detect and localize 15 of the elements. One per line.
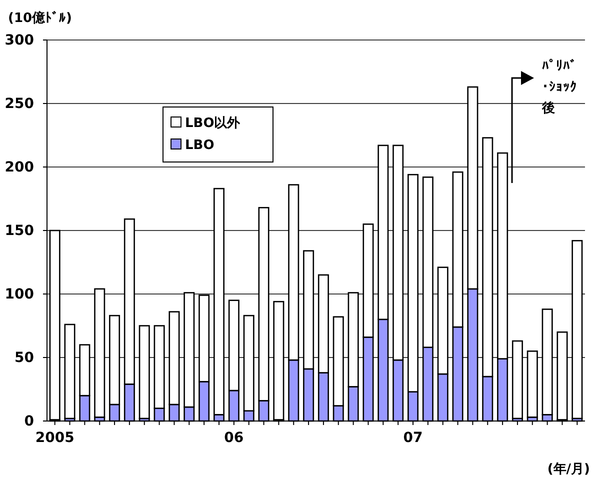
y-tick-label: 200	[4, 159, 34, 176]
y-tick-label: 100	[4, 286, 34, 302]
x-tick-label: 06	[224, 430, 244, 446]
y-tick-label: 0	[24, 413, 34, 430]
legend-label: LBO	[185, 138, 214, 153]
x-axis-title: (年/月)	[547, 462, 590, 477]
y-axis-title: (10億ﾄﾞﾙ)	[8, 10, 72, 26]
y-tick-label: 300	[4, 32, 34, 48]
x-tick-label: 07	[403, 430, 423, 446]
y-tick-label: 50	[14, 350, 34, 366]
legend-label: LBO以外	[185, 116, 242, 131]
y-tick-label: 250	[4, 96, 34, 112]
x-tick-label: 2005	[35, 430, 74, 446]
annotation: ﾊﾟﾘﾊﾞ･ｼｮｯｸ後	[541, 58, 578, 116]
y-tick-label: 150	[4, 222, 34, 239]
